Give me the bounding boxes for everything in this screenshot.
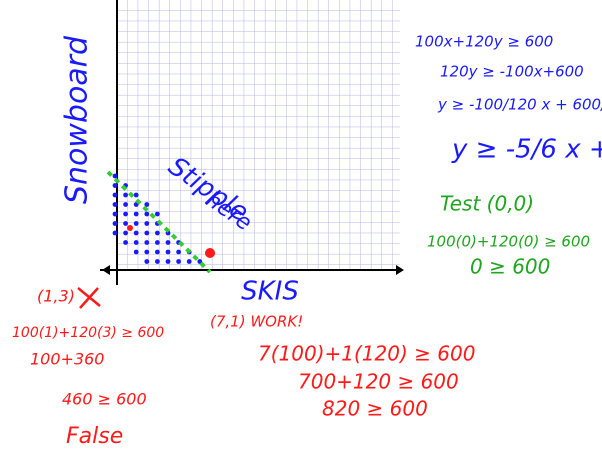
stipple-dot — [166, 259, 171, 264]
stipple-dot — [155, 240, 160, 245]
work-line: 7(100)+1(120) ≥ 600 — [258, 342, 475, 366]
stipple-dot — [123, 240, 128, 245]
x-axis-label: SKIS — [241, 277, 299, 307]
stipple-dot — [176, 250, 181, 255]
work-line: 460 ≥ 600 — [62, 390, 147, 409]
stipple-dot — [144, 231, 149, 236]
stipple-dot — [134, 212, 139, 217]
grid — [117, 0, 400, 270]
work-line: 700+120 ≥ 600 — [298, 370, 459, 394]
stipple-dot — [113, 212, 118, 217]
stipple-dot — [155, 259, 160, 264]
stipple-dot — [123, 202, 128, 207]
test-line: 100(0)+120(0) ≥ 600 — [427, 233, 590, 251]
work-line: 100+360 — [30, 350, 104, 369]
work-line: 100(1)+120(3) ≥ 600 — [12, 325, 164, 341]
stipple-dot — [113, 183, 118, 188]
stipple-dot — [144, 212, 149, 217]
stipple-dot — [155, 250, 160, 255]
stipple-dot — [113, 231, 118, 236]
stipple-dot — [144, 259, 149, 264]
stipple-dot — [166, 240, 171, 245]
stipple-dot — [144, 221, 149, 226]
cross-out — [78, 288, 100, 308]
point-label: (1,3) — [37, 287, 75, 306]
point-label: (7,1) WORK! — [210, 313, 303, 331]
stipple-dot — [123, 212, 128, 217]
stipple-dot — [134, 231, 139, 236]
test-title: Test (0,0) — [440, 192, 534, 216]
stipple-dot — [134, 240, 139, 245]
stipple-dot — [144, 240, 149, 245]
y-axis-label: Snowboard — [60, 35, 95, 204]
equation: y ≥ -100/120 x + 600/120 — [437, 96, 602, 114]
whiteboard: Snowboard SKIS Stipple here 100x+120y ≥ … — [0, 0, 602, 457]
stipple-dot — [166, 250, 171, 255]
stipple-dot — [134, 250, 139, 255]
stipple-dot — [123, 231, 128, 236]
work-line: False — [66, 424, 123, 449]
stipple-dot — [134, 193, 139, 198]
stipple-dot — [123, 193, 128, 198]
test-line: 0 ≥ 600 — [470, 255, 550, 279]
stipple-dot — [155, 212, 160, 217]
stipple-dot — [144, 250, 149, 255]
stipple-dot — [155, 231, 160, 236]
stipple-dot — [113, 193, 118, 198]
equation: 120y ≥ -100x+600 — [440, 63, 584, 81]
equation: y ≥ -5/6 x + 5 — [451, 135, 602, 165]
stipple-dot — [113, 174, 118, 179]
point-a — [127, 225, 133, 231]
point-b — [205, 248, 215, 258]
equation: 100x+120y ≥ 600 — [415, 33, 553, 51]
stipple-dot — [113, 202, 118, 207]
stipple-dot — [113, 221, 118, 226]
stipple-dot — [134, 221, 139, 226]
stipple-dot — [187, 259, 192, 264]
work-line: 820 ≥ 600 — [322, 397, 428, 421]
stipple-dot — [176, 259, 181, 264]
stipple-dot — [123, 221, 128, 226]
